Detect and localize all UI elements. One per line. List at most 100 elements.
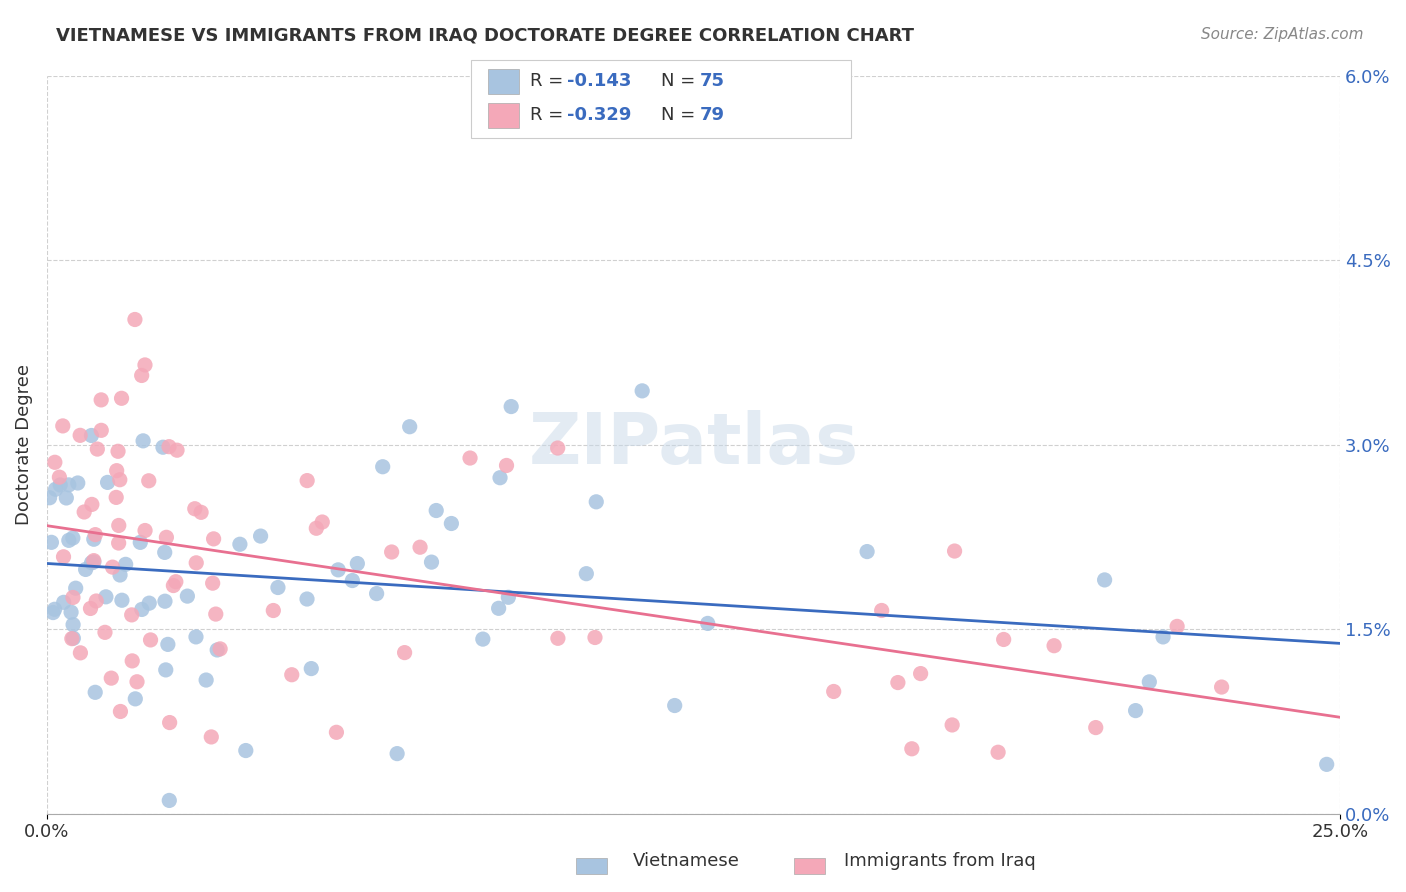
Point — [84, 527, 107, 541]
Point — [152, 440, 174, 454]
Text: Source: ZipAtlas.com: Source: ZipAtlas.com — [1201, 27, 1364, 42]
Point — [209, 641, 232, 656]
Point — [108, 473, 131, 487]
Point — [186, 556, 208, 570]
Point — [38, 491, 60, 505]
Point — [58, 478, 80, 492]
Point — [153, 545, 176, 559]
Point — [45, 483, 67, 497]
Point — [381, 545, 404, 559]
Point — [110, 705, 132, 719]
Point — [44, 602, 66, 616]
Point — [501, 400, 523, 414]
Point — [305, 521, 328, 535]
Point — [295, 592, 318, 607]
Text: R =: R = — [530, 72, 569, 90]
Point — [910, 666, 932, 681]
Point — [887, 675, 910, 690]
Point — [281, 667, 304, 681]
Point — [1084, 721, 1107, 735]
Point — [90, 392, 112, 407]
Point — [267, 581, 290, 595]
Point — [204, 607, 226, 621]
Point — [1094, 573, 1116, 587]
Point — [488, 601, 510, 615]
Point — [202, 532, 225, 546]
Point — [398, 419, 420, 434]
Point — [41, 535, 63, 549]
Point — [107, 444, 129, 458]
Point — [166, 443, 188, 458]
Point — [114, 558, 136, 572]
Point — [993, 632, 1015, 647]
Point — [1211, 680, 1233, 694]
Point — [941, 718, 963, 732]
Point — [157, 793, 180, 807]
Point — [498, 591, 520, 605]
Point — [153, 594, 176, 608]
Point — [83, 533, 105, 547]
Point — [124, 691, 146, 706]
Point — [495, 458, 517, 473]
Point — [138, 596, 160, 610]
Point — [97, 475, 120, 490]
Point — [159, 715, 181, 730]
Point — [201, 576, 224, 591]
Point — [124, 312, 146, 326]
Point — [131, 602, 153, 616]
Text: ZIPatlas: ZIPatlas — [529, 410, 859, 479]
Point — [409, 540, 432, 554]
Point — [69, 428, 91, 442]
Text: -0.329: -0.329 — [567, 106, 631, 124]
Point — [83, 555, 105, 569]
Point — [371, 459, 394, 474]
Point — [44, 455, 66, 469]
Point — [325, 725, 347, 739]
Point — [134, 358, 156, 372]
Point — [134, 524, 156, 538]
Point — [195, 673, 218, 687]
Point — [1316, 757, 1339, 772]
Text: N =: N = — [661, 106, 700, 124]
Point — [342, 574, 364, 588]
Point — [86, 442, 108, 456]
Point — [200, 730, 222, 744]
Point — [440, 516, 463, 531]
Point — [80, 497, 103, 511]
Point — [205, 643, 228, 657]
Point — [66, 475, 89, 490]
Point — [107, 518, 129, 533]
Point — [823, 684, 845, 698]
Point — [111, 593, 134, 607]
Point — [105, 464, 128, 478]
Point — [489, 471, 512, 485]
Point — [139, 632, 162, 647]
Y-axis label: Doctorate Degree: Doctorate Degree — [15, 364, 32, 525]
Point — [1043, 639, 1066, 653]
Point — [84, 685, 107, 699]
Point — [425, 503, 447, 517]
Text: 79: 79 — [700, 106, 725, 124]
Point — [328, 563, 350, 577]
Point — [94, 625, 117, 640]
Point — [75, 562, 97, 576]
Point — [73, 505, 96, 519]
Point — [664, 698, 686, 713]
Point — [366, 586, 388, 600]
Point — [52, 418, 75, 433]
Point — [80, 556, 103, 570]
Point — [138, 474, 160, 488]
Point — [55, 491, 77, 505]
Point — [420, 555, 443, 569]
Point — [100, 671, 122, 685]
Text: Immigrants from Iraq: Immigrants from Iraq — [844, 852, 1035, 870]
Point — [696, 616, 718, 631]
Point — [121, 607, 143, 622]
Point — [155, 663, 177, 677]
Point — [176, 589, 198, 603]
Point — [547, 632, 569, 646]
Point — [129, 535, 152, 549]
Point — [157, 440, 180, 454]
Point — [1166, 619, 1188, 633]
Point — [62, 531, 84, 545]
